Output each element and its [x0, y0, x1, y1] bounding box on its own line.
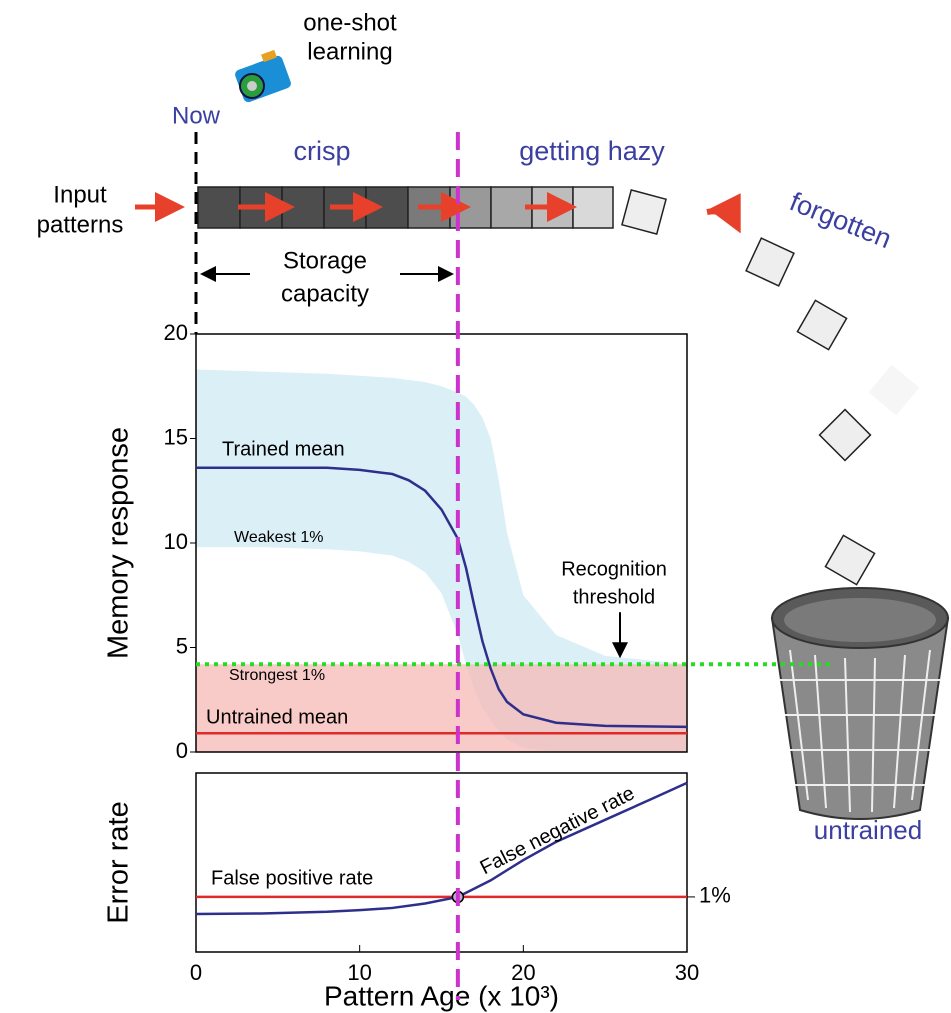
- forgotten-label: forgotten: [786, 186, 896, 254]
- y-tick-label: 1%: [699, 883, 731, 908]
- crisp-label: crisp: [293, 136, 350, 166]
- x-axis-label: Pattern Age (x 10³): [324, 980, 559, 1011]
- threshold-label: Recognition: [561, 559, 667, 581]
- y-tick-label: 20: [164, 320, 188, 345]
- band-label: Weakest 1%: [234, 529, 324, 546]
- y-axis-label: Error rate: [103, 801, 135, 923]
- threshold-label: threshold: [573, 587, 655, 609]
- input-label: Input: [53, 181, 107, 208]
- trash-can: [772, 588, 948, 819]
- y-axis-label: Memory response: [103, 427, 135, 659]
- capacity-label: capacity: [281, 280, 369, 307]
- charts: 0 5 10 15 20 Memory response Recognition thresh…: [103, 132, 830, 1011]
- band-label: Strongest 1%: [229, 667, 325, 684]
- one-shot-text: learning: [307, 38, 392, 65]
- series-label: Trained mean: [222, 438, 345, 460]
- y-tick-label: 0: [176, 738, 188, 763]
- y-tick-label: 15: [164, 424, 188, 449]
- figure: one-shot learning Now crisp getting hazy…: [0, 0, 951, 1013]
- input-label: patterns: [37, 211, 124, 238]
- series-label: False positive rate: [211, 867, 373, 889]
- x-tick-label: 0: [190, 960, 202, 985]
- x-tick-label: 30: [675, 960, 699, 985]
- y-tick-label: 10: [164, 529, 188, 554]
- one-shot-text: one-shot: [303, 9, 397, 36]
- series-label: Untrained mean: [206, 706, 348, 728]
- series-label: False negative rate: [477, 782, 639, 879]
- forget-arrow: [707, 211, 738, 228]
- capacity-label: Storage: [283, 247, 367, 274]
- now-label: Now: [172, 102, 221, 129]
- camera-icon: [234, 50, 293, 104]
- y-tick-label: 5: [176, 633, 188, 658]
- hazy-label: getting hazy: [519, 136, 665, 166]
